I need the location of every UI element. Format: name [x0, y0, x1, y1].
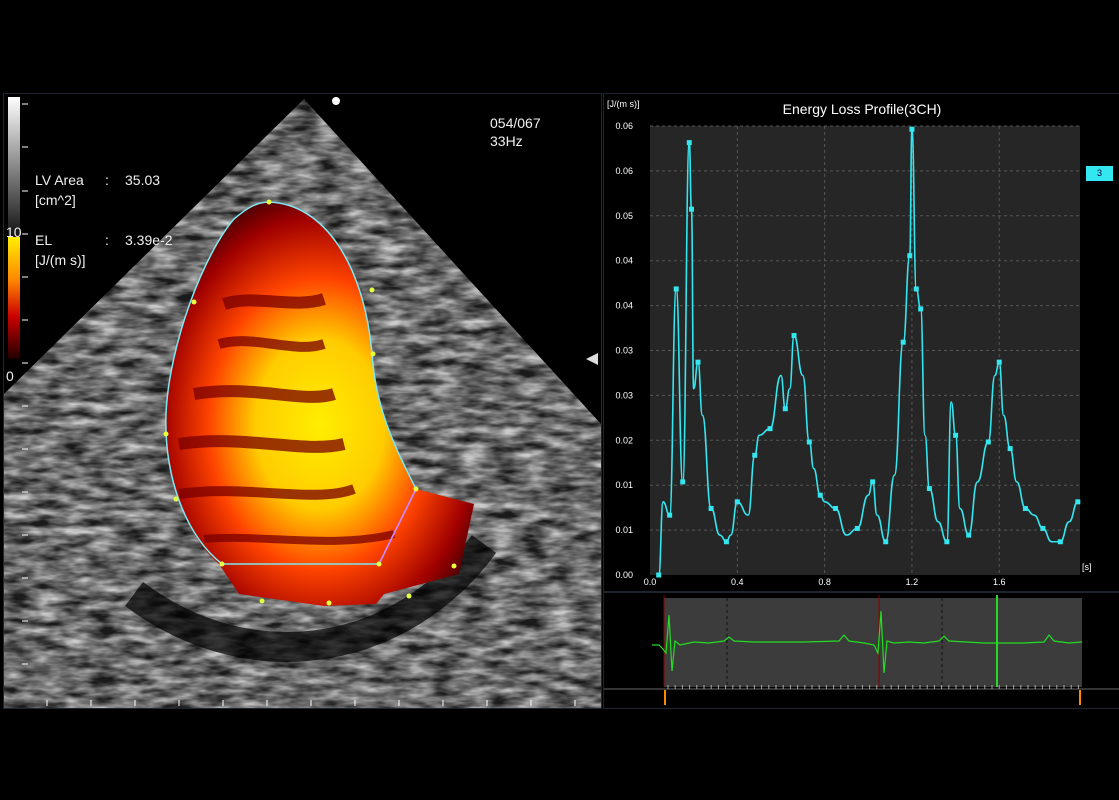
y-tick-label: 0.05: [615, 211, 633, 221]
y-tick-label: 0.06: [615, 121, 633, 131]
heat-colorbar: [8, 237, 20, 359]
lv-area-label: LV Area: [35, 172, 84, 188]
data-point: [782, 406, 788, 412]
contour-points[interactable]: [163, 199, 457, 606]
colorbar-max-label: 10: [6, 224, 22, 240]
x-tick-label: 0.0: [644, 577, 657, 587]
data-point: [909, 126, 915, 132]
ecg-panel[interactable]: [603, 592, 1119, 709]
el-label: EL: [35, 232, 53, 248]
data-point: [913, 286, 919, 292]
x-axis-unit-label: [s]: [1082, 562, 1092, 572]
lv-area-value: 35.03: [125, 172, 161, 188]
data-point: [734, 499, 740, 505]
data-point: [708, 505, 714, 511]
data-point: [966, 532, 972, 538]
data-point: [695, 359, 701, 365]
data-point: [752, 452, 758, 458]
el-separator: :: [105, 232, 109, 248]
x-tick-label: 1.2: [906, 577, 919, 587]
ecg-strip: [604, 595, 1119, 705]
data-point: [918, 306, 924, 312]
x-tick-label: 1.6: [993, 577, 1006, 587]
y-tick-label: 0.03: [615, 390, 633, 400]
data-point: [767, 426, 773, 432]
focus-marker-icon[interactable]: [586, 353, 598, 365]
data-point: [883, 539, 889, 545]
y-tick-label: 0.06: [615, 166, 633, 176]
data-point: [1075, 499, 1081, 505]
depth-ticks: [22, 103, 28, 665]
data-point: [723, 539, 729, 545]
data-point: [1040, 525, 1046, 531]
y-axis-unit-label: [J/(m s)]: [607, 99, 640, 109]
energy-loss-chart-panel[interactable]: Energy Loss Profile(3CH) [J/(m s)] [s] 0…: [603, 93, 1119, 592]
data-point: [833, 505, 839, 511]
data-point: [870, 479, 876, 485]
data-point: [900, 339, 906, 345]
data-point: [985, 439, 991, 445]
heatmap-bands: [178, 293, 395, 545]
ecg-time-ticks: [667, 685, 1079, 689]
y-tick-label: 0.03: [615, 346, 633, 356]
y-tick-label: 0.01: [615, 525, 633, 535]
probe-orientation-marker: [332, 97, 340, 105]
data-point: [1022, 505, 1028, 511]
ecg-trace: [652, 610, 1083, 674]
data-point: [656, 572, 662, 578]
data-point: [791, 333, 797, 339]
data-point: [673, 286, 679, 292]
y-tick-label: 0.04: [615, 256, 633, 266]
data-point: [817, 492, 823, 498]
echo-image-panel[interactable]: [3, 93, 602, 709]
y-tick-label: 0.01: [615, 480, 633, 490]
valve-line: [378, 488, 417, 565]
series-badge[interactable]: 3: [1086, 166, 1113, 181]
energy-loss-chart: Energy Loss Profile(3CH) [J/(m s)] [s] 0…: [607, 99, 1092, 587]
data-point: [688, 206, 694, 212]
x-tick-label: 0.8: [818, 577, 831, 587]
el-unit: [J/(m s)]: [35, 252, 86, 268]
lv-area-separator: :: [105, 172, 109, 188]
data-point: [926, 486, 932, 492]
el-value: 3.39e-2: [125, 232, 173, 248]
frame-counter: 054/067: [490, 115, 541, 131]
x-tick-label: 0.4: [731, 577, 744, 587]
data-point: [907, 253, 913, 259]
data-point: [1057, 539, 1063, 545]
lateral-ticks: [46, 700, 576, 706]
data-point: [944, 539, 950, 545]
lv-area-unit: [cm^2]: [35, 192, 76, 208]
data-point: [686, 140, 692, 146]
lv-contour[interactable]: [165, 201, 417, 565]
data-point: [667, 512, 673, 518]
data-point: [854, 525, 860, 531]
plot-area[interactable]: [650, 126, 1080, 575]
y-tick-label: 0.00: [615, 570, 633, 580]
echo-image: [4, 97, 601, 708]
y-tick-label: 0.02: [615, 435, 633, 445]
data-point: [996, 359, 1002, 365]
chart-title: Energy Loss Profile(3CH): [783, 101, 942, 117]
grayscale-colorbar: [8, 97, 20, 247]
data-point: [1007, 446, 1013, 452]
data-point: [953, 432, 959, 438]
frame-rate: 33Hz: [490, 133, 523, 149]
data-point: [680, 479, 686, 485]
data-point: [806, 439, 812, 445]
y-tick-label: 0.04: [615, 301, 633, 311]
colorbar-min-label: 0: [6, 368, 14, 384]
